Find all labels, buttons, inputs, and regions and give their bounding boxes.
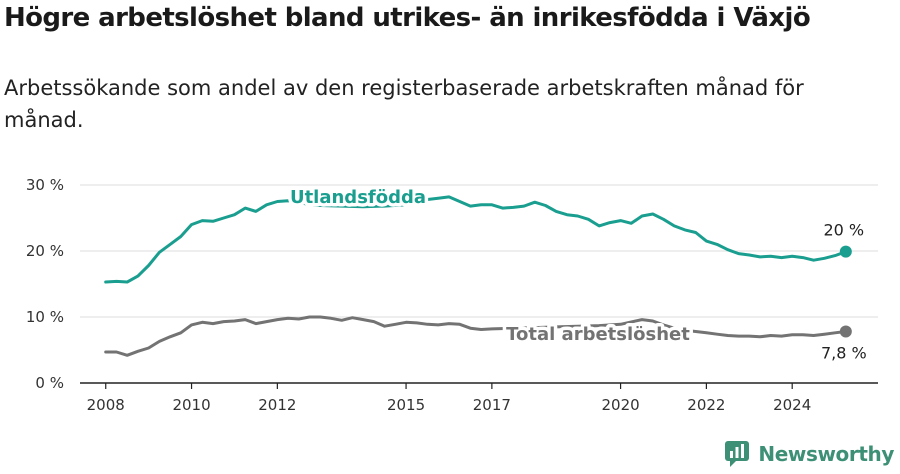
x-tick-label: 2017 — [473, 396, 511, 414]
brand: Newsworthy — [724, 440, 894, 468]
x-tick-label: 2008 — [87, 396, 125, 414]
axes: 0 % 10 % 20 % 30 % 2008 2010 2012 2015 2017 2020 2… — [26, 176, 878, 414]
x-tick-label: 2024 — [773, 396, 811, 414]
y-tick-label: 10 % — [26, 308, 64, 326]
brand-name: Newsworthy — [758, 442, 894, 466]
series-end-value-label: 7,8 % — [821, 344, 867, 363]
series-lines — [104, 195, 852, 357]
chart-subtitle: Arbetssökande som andel av den registerb… — [4, 76, 804, 132]
x-tick-label: 2022 — [687, 396, 725, 414]
series-end-point — [839, 325, 852, 338]
x-tick-label: 2020 — [601, 396, 639, 414]
series-line — [104, 195, 848, 284]
x-tick-label: 2012 — [258, 396, 296, 414]
y-tick-label: 30 % — [26, 176, 64, 194]
series-name-label: Total arbetslöshet — [506, 324, 690, 345]
series-end-point — [839, 245, 852, 258]
series-labels: 20 % Utlandsfödda 7,8 % Total arbetslöshet — [286, 184, 867, 363]
newsworthy-logo-icon — [725, 441, 750, 467]
chart-title: Högre arbetslöshet bland utrikes- än inr… — [4, 3, 811, 33]
series-end-value-label: 20 % — [823, 221, 864, 240]
y-tick-label: 20 % — [26, 242, 64, 260]
y-tick-label: 0 % — [35, 374, 64, 392]
x-tick-label: 2015 — [387, 396, 425, 414]
grid-lines — [80, 184, 878, 318]
x-tick-label: 2010 — [172, 396, 210, 414]
series-name-label: Utlandsfödda — [290, 187, 426, 208]
series-line — [104, 315, 848, 357]
